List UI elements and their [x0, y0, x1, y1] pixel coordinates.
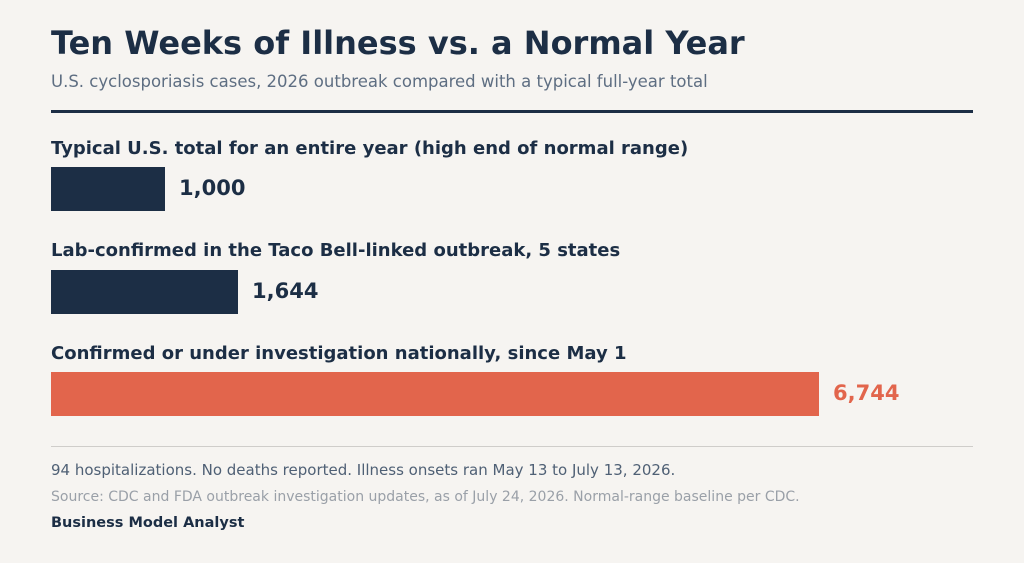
bar	[51, 372, 819, 416]
bar-category-label: Lab-confirmed in the Taco Bell-linked ou…	[51, 240, 621, 261]
bar-value-label: 6,744	[833, 381, 900, 405]
footer-divider	[51, 446, 973, 447]
bar-value-label: 1,644	[252, 279, 319, 303]
bar-value-label: 1,000	[179, 176, 246, 200]
bar	[51, 270, 238, 314]
chart-title: Ten Weeks of Illness vs. a Normal Year	[51, 24, 745, 62]
title-divider	[51, 110, 973, 113]
footer-note: 94 hospitalizations. No deaths reported.…	[51, 461, 676, 479]
bar-category-label: Typical U.S. total for an entire year (h…	[51, 138, 689, 159]
chart-subtitle: U.S. cyclosporiasis cases, 2026 outbreak…	[51, 72, 708, 91]
brand-credit: Business Model Analyst	[51, 515, 245, 531]
source-note: Source: CDC and FDA outbreak investigati…	[51, 489, 800, 505]
bar-category-label: Confirmed or under investigation nationa…	[51, 343, 627, 364]
bar	[51, 167, 165, 211]
chart-container: Ten Weeks of Illness vs. a Normal Year U…	[51, 0, 973, 563]
